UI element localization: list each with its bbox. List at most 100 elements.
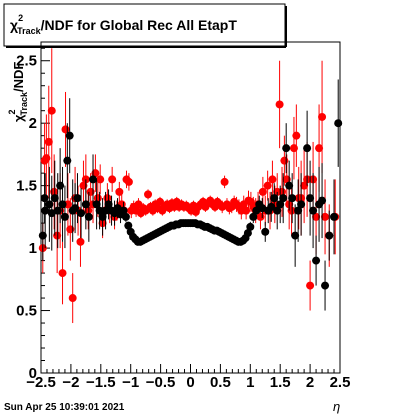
- data-point: [95, 206, 104, 215]
- data-point: [40, 194, 49, 203]
- data-point: [306, 194, 315, 203]
- data-point: [330, 212, 339, 221]
- data-point: [98, 212, 107, 221]
- x-tick-label: −1.5: [86, 374, 116, 391]
- ylabel-subscript: Track: [19, 91, 29, 116]
- data-point: [263, 181, 272, 190]
- x-tick-label: −2.5: [26, 374, 56, 391]
- y-tick-label: 2: [29, 115, 37, 132]
- data-point: [60, 212, 69, 221]
- data-point: [321, 212, 330, 221]
- series-1: [38, 79, 343, 311]
- data-point: [246, 222, 255, 231]
- y-tick-label: 1.5: [16, 178, 37, 195]
- data-point: [267, 202, 276, 211]
- data-point: [288, 194, 297, 203]
- data-point: [306, 281, 315, 290]
- data-point: [92, 200, 101, 209]
- x-tick-label: −2: [62, 374, 79, 391]
- title-superscript: 2: [18, 13, 23, 23]
- data-point: [249, 212, 258, 221]
- data-point: [115, 187, 124, 196]
- data-point: [65, 131, 74, 140]
- data-point: [325, 231, 334, 240]
- data-point: [113, 204, 122, 213]
- y-tick-label: 2.5: [16, 53, 37, 70]
- x-axis-title: η: [333, 399, 340, 414]
- data-point: [84, 212, 93, 221]
- ylabel-tail: /NDF: [11, 62, 26, 92]
- data-point: [273, 206, 282, 215]
- data-point: [96, 175, 105, 184]
- data-point: [258, 187, 267, 196]
- data-point: [58, 269, 67, 278]
- x-tick-label: 0.5: [210, 374, 231, 391]
- data-point: [220, 177, 229, 186]
- data-point: [312, 256, 321, 265]
- y-tick-label: 1: [29, 240, 37, 257]
- title-box: [3, 3, 286, 47]
- data-point: [297, 200, 306, 209]
- footer-timestamp: Sun Apr 25 10:39:01 2021: [4, 402, 125, 413]
- ylabel-chi: χ: [11, 114, 26, 122]
- data-point: [321, 281, 330, 290]
- data-point: [76, 237, 85, 246]
- title-main: /NDF for Global Rec All EtapT: [41, 17, 238, 33]
- data-points: [38, 48, 343, 324]
- data-point: [315, 144, 324, 153]
- chart-title: χ2 Track/NDF for Global Rec All EtapT: [10, 13, 237, 36]
- y-tick-label: 0: [29, 365, 37, 382]
- data-point: [275, 100, 284, 109]
- data-point: [124, 177, 133, 186]
- x-tick-label: −1: [122, 374, 139, 391]
- x-tick-label: 1.5: [270, 374, 291, 391]
- data-point: [68, 294, 77, 303]
- data-point: [41, 206, 50, 215]
- data-point: [124, 221, 133, 230]
- data-point: [252, 206, 261, 215]
- series-0: [38, 48, 340, 324]
- data-point: [77, 209, 86, 218]
- data-point: [44, 137, 53, 146]
- data-point: [156, 197, 165, 206]
- data-point: [318, 112, 327, 121]
- data-point: [268, 175, 277, 184]
- data-point: [318, 196, 327, 205]
- data-point: [47, 106, 56, 115]
- x-tick-label: 0: [186, 374, 194, 391]
- data-point: [279, 194, 288, 203]
- title-subscript: Track: [17, 26, 42, 36]
- x-tick-label: −0.5: [146, 374, 176, 391]
- data-point: [121, 212, 130, 221]
- data-point: [285, 181, 294, 190]
- data-point: [309, 206, 318, 215]
- data-point: [73, 194, 82, 203]
- data-point: [291, 231, 300, 240]
- ylabel-superscript: 2: [7, 110, 17, 115]
- axis-ticks: −2.5 −2 −1.5 −1 −0.5 0 0.5 1 1.5 2 2.5 0 0.5 1 1.5 2 2.5: [16, 47, 350, 391]
- data-point: [294, 206, 303, 215]
- data-point: [108, 175, 117, 184]
- x-tick-label: 2: [306, 374, 314, 391]
- data-point: [292, 131, 301, 140]
- y-tick-label: 0.5: [16, 303, 37, 320]
- data-point: [47, 209, 56, 218]
- y-axis-title: χ2 Track/NDF: [7, 62, 29, 122]
- data-point: [258, 204, 267, 213]
- data-point: [144, 190, 153, 199]
- data-point: [101, 206, 110, 215]
- data-point: [334, 119, 343, 128]
- data-point: [312, 212, 321, 221]
- title-chi: χ: [10, 17, 18, 33]
- data-point: [270, 194, 279, 203]
- data-point: [50, 194, 59, 203]
- data-point: [81, 200, 90, 209]
- x-tick-label: 1: [246, 374, 254, 391]
- data-point: [300, 181, 309, 190]
- data-point: [276, 200, 285, 209]
- data-point: [261, 227, 270, 236]
- data-point: [282, 144, 291, 153]
- data-point: [104, 200, 113, 209]
